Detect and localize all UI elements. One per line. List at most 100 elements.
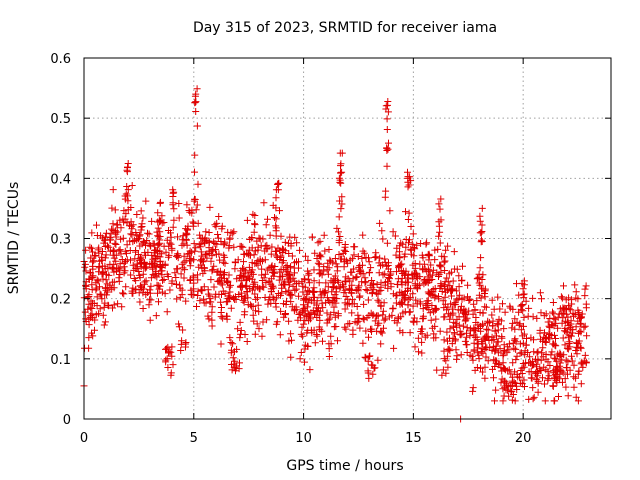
data-point — [409, 317, 417, 325]
data-point — [333, 224, 341, 232]
data-point — [194, 287, 202, 295]
data-point — [366, 352, 374, 360]
data-point — [470, 300, 478, 308]
data-point — [120, 290, 128, 298]
data-point — [494, 293, 502, 301]
data-point — [136, 242, 144, 250]
data-point — [147, 274, 155, 282]
data-point — [251, 290, 259, 298]
data-point — [266, 231, 274, 239]
data-point — [430, 308, 438, 316]
data-point — [481, 374, 489, 382]
data-point — [82, 281, 90, 289]
data-point — [538, 295, 545, 303]
data-point — [402, 243, 410, 251]
data-point — [581, 292, 589, 300]
data-point — [537, 309, 545, 317]
data-point — [225, 292, 233, 300]
data-point — [81, 263, 89, 271]
data-point — [190, 219, 198, 227]
data-point — [221, 269, 228, 277]
data-point — [200, 299, 208, 307]
data-point — [373, 281, 381, 288]
data-point — [310, 277, 318, 285]
data-point — [450, 248, 458, 256]
data-point — [429, 286, 437, 294]
data-point — [353, 273, 361, 281]
data-point — [227, 339, 235, 346]
data-point — [383, 162, 391, 170]
data-point — [90, 257, 98, 265]
data-point — [193, 122, 201, 130]
data-point — [214, 234, 222, 242]
data-point — [418, 251, 426, 259]
data-point — [435, 200, 443, 208]
data-point — [549, 308, 556, 316]
data-point — [124, 186, 132, 194]
data-point — [439, 366, 447, 374]
data-point — [461, 308, 469, 316]
data-point — [88, 310, 96, 318]
data-point — [526, 359, 534, 367]
data-point — [156, 282, 164, 290]
data-point — [323, 309, 331, 317]
data-point — [240, 265, 248, 273]
data-point — [364, 296, 372, 304]
data-point — [248, 259, 256, 267]
data-point — [562, 383, 570, 391]
data-point — [142, 197, 150, 205]
data-point — [380, 299, 388, 307]
data-point — [128, 287, 136, 295]
data-point — [550, 354, 558, 362]
data-point — [380, 316, 388, 324]
data-point — [401, 279, 409, 287]
data-point — [99, 269, 107, 277]
data-point — [463, 341, 471, 349]
data-point — [324, 316, 332, 324]
data-point — [210, 262, 218, 270]
data-point — [379, 311, 387, 319]
data-point — [517, 302, 525, 310]
data-point — [495, 360, 503, 368]
data-point — [500, 325, 508, 333]
data-point — [350, 265, 358, 273]
data-point — [171, 269, 179, 277]
data-point — [469, 356, 477, 364]
data-point — [432, 315, 440, 323]
data-point — [582, 282, 590, 290]
data-point — [233, 345, 241, 353]
data-point — [402, 208, 409, 216]
data-point — [315, 252, 323, 260]
data-point — [418, 330, 426, 338]
data-point — [371, 254, 379, 261]
data-point — [509, 359, 517, 367]
data-point — [525, 359, 533, 367]
data-point — [141, 249, 149, 257]
data-point — [141, 259, 149, 267]
data-point — [485, 337, 493, 344]
data-point — [246, 268, 254, 276]
x-tick-label: 5 — [190, 431, 198, 446]
data-point — [420, 260, 428, 268]
data-point — [358, 254, 366, 262]
data-point — [423, 239, 431, 247]
data-point — [82, 246, 90, 254]
data-point — [155, 285, 163, 293]
data-point — [436, 327, 444, 335]
data-point — [164, 343, 172, 351]
data-point — [261, 270, 269, 278]
data-point — [133, 211, 141, 218]
data-point — [240, 250, 248, 258]
data-point — [279, 272, 286, 280]
data-point — [582, 304, 590, 312]
data-point — [573, 350, 581, 358]
data-point — [190, 197, 198, 205]
data-point — [237, 330, 244, 338]
data-point — [282, 263, 290, 271]
data-point — [365, 258, 373, 266]
data-point — [564, 392, 572, 400]
data-point — [198, 255, 206, 263]
data-point — [139, 214, 147, 222]
data-point — [208, 316, 216, 324]
data-point — [508, 377, 516, 385]
